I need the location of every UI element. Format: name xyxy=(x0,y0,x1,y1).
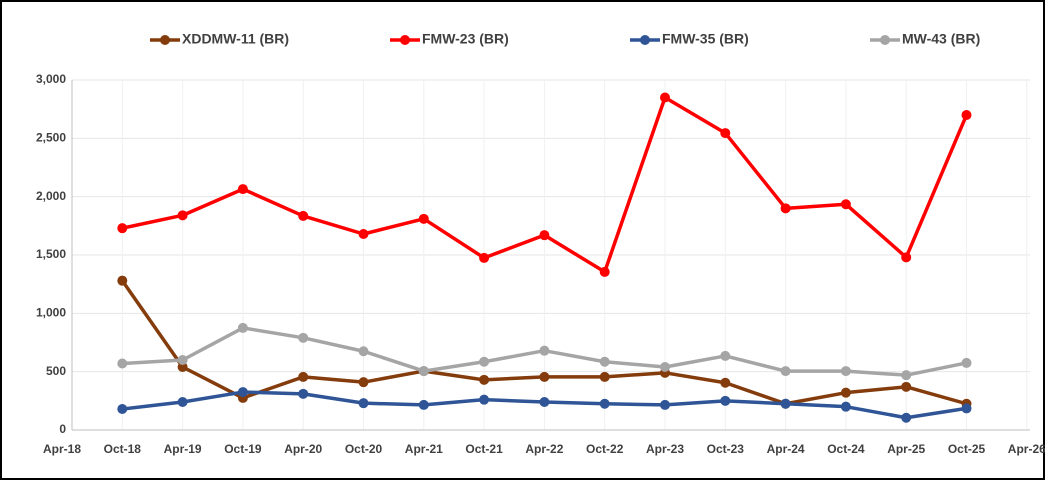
x-tick-label: Apr-21 xyxy=(405,442,443,456)
y-tick-label: 1,000 xyxy=(36,306,66,320)
legend-marker xyxy=(640,35,650,45)
x-tick-label: Apr-23 xyxy=(646,442,684,456)
x-tick-label: Apr-22 xyxy=(525,442,563,456)
point xyxy=(599,398,610,409)
point xyxy=(901,370,912,381)
point xyxy=(720,350,731,361)
point xyxy=(358,398,369,409)
x-tick-label: Oct-21 xyxy=(465,442,503,456)
y-tick-label: 0 xyxy=(59,422,66,436)
x-tick-label: Apr-18 xyxy=(43,442,81,456)
x-tick-label: Apr-19 xyxy=(164,442,202,456)
legend-label: FMW-35 (BR) xyxy=(662,31,749,47)
point xyxy=(298,332,309,343)
y-tick-label: 2,000 xyxy=(36,189,66,203)
y-tick-label: 500 xyxy=(46,364,66,378)
x-tick-label: Oct-19 xyxy=(224,442,262,456)
x-tick-label: Oct-23 xyxy=(707,442,745,456)
point xyxy=(358,377,369,388)
legend-marker xyxy=(400,35,410,45)
point xyxy=(418,213,429,224)
point xyxy=(237,322,248,333)
point xyxy=(599,266,610,277)
legend-label: FMW-23 (BR) xyxy=(422,31,509,47)
point xyxy=(117,404,128,414)
point xyxy=(177,210,188,221)
point xyxy=(479,374,490,385)
point xyxy=(298,210,309,221)
point xyxy=(901,252,912,263)
point xyxy=(901,381,912,392)
point xyxy=(840,199,851,210)
point xyxy=(961,357,972,368)
point xyxy=(117,358,128,369)
point xyxy=(660,92,670,103)
point xyxy=(720,377,731,388)
point xyxy=(177,362,188,372)
point xyxy=(780,366,791,377)
point xyxy=(660,399,670,410)
legend-label: XDDMW-11 (BR) xyxy=(182,31,289,47)
point xyxy=(418,366,429,377)
y-tick-label: 3,000 xyxy=(36,72,66,86)
point xyxy=(539,371,550,382)
point xyxy=(840,401,851,412)
x-tick-label: Apr-24 xyxy=(767,442,805,456)
y-tick-label: 2,500 xyxy=(36,131,66,145)
point xyxy=(177,397,188,407)
x-tick-label: Apr-20 xyxy=(284,442,322,456)
point xyxy=(961,110,972,120)
point xyxy=(901,412,912,423)
x-tick-label: Oct-25 xyxy=(948,442,986,456)
point xyxy=(298,371,309,382)
point xyxy=(539,230,550,241)
x-tick-label: Oct-18 xyxy=(104,442,142,456)
point xyxy=(720,395,731,406)
point xyxy=(660,362,670,372)
x-tick-label: Apr-26 xyxy=(1008,442,1045,456)
point xyxy=(961,403,972,414)
x-tick-label: Oct-24 xyxy=(827,442,865,456)
point xyxy=(479,394,490,405)
point xyxy=(117,223,128,234)
point xyxy=(418,399,429,410)
point xyxy=(840,366,851,377)
point xyxy=(539,345,550,356)
point xyxy=(720,128,731,139)
point xyxy=(358,229,369,239)
point xyxy=(780,398,791,409)
point xyxy=(599,371,610,382)
point xyxy=(780,203,791,214)
point xyxy=(117,275,128,286)
point xyxy=(840,387,851,398)
point xyxy=(358,346,369,357)
y-tick-label: 1,500 xyxy=(36,247,66,261)
point xyxy=(539,397,550,407)
point xyxy=(298,388,309,399)
point xyxy=(237,184,248,195)
legend-marker xyxy=(880,35,890,45)
point xyxy=(177,355,188,365)
x-tick-label: Oct-22 xyxy=(586,442,624,456)
point xyxy=(599,356,610,367)
point xyxy=(479,252,490,263)
point xyxy=(237,387,248,398)
legend-label: MW-43 (BR) xyxy=(902,31,980,47)
x-tick-label: Apr-25 xyxy=(887,442,925,456)
point xyxy=(479,356,490,367)
x-tick-label: Oct-20 xyxy=(345,442,383,456)
legend-marker xyxy=(160,35,170,45)
